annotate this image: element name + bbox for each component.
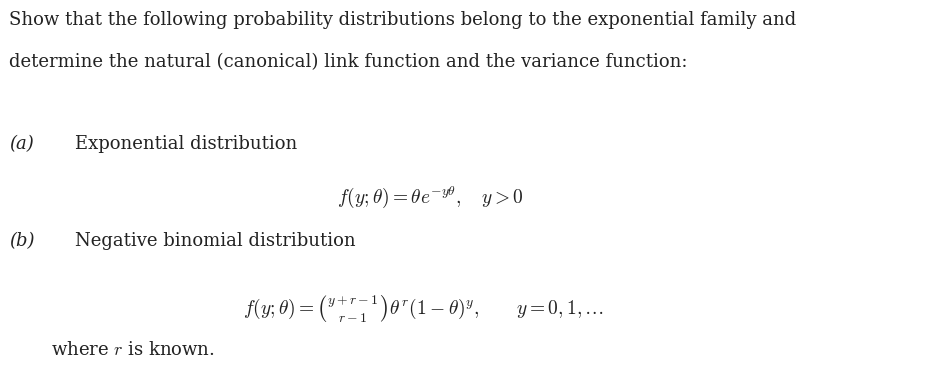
Text: determine the natural (canonical) link function and the variance function:: determine the natural (canonical) link f… <box>9 53 688 71</box>
Text: (b): (b) <box>9 232 35 250</box>
Text: (a): (a) <box>9 135 34 153</box>
Text: $f(y;\theta) = \binom{y+r-1}{r-1}\theta^r(1-\theta)^y, \qquad y = 0,1,\ldots$: $f(y;\theta) = \binom{y+r-1}{r-1}\theta^… <box>243 294 604 325</box>
Text: Show that the following probability distributions belong to the exponential fami: Show that the following probability dist… <box>9 11 797 29</box>
Text: Exponential distribution: Exponential distribution <box>75 135 297 153</box>
Text: where $r$ is known.: where $r$ is known. <box>51 341 215 359</box>
Text: Negative binomial distribution: Negative binomial distribution <box>75 232 355 250</box>
Text: $f(y;\theta) = \theta e^{-y\theta}, \quad y > 0$: $f(y;\theta) = \theta e^{-y\theta}, \qua… <box>337 184 524 210</box>
